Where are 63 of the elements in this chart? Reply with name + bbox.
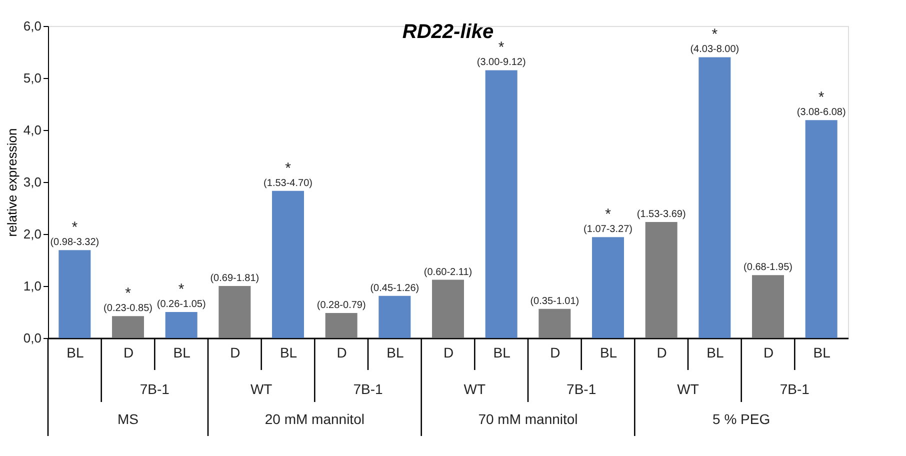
x-tick-label: BL bbox=[813, 344, 831, 360]
x-tick-label: BL bbox=[280, 344, 298, 360]
text: * (0.26-1.05) bbox=[156, 281, 206, 310]
text: * (1.07-3.27) bbox=[584, 206, 632, 236]
x-tick-label: D bbox=[336, 344, 347, 360]
bar bbox=[218, 286, 251, 338]
x-tick-label: D bbox=[230, 344, 240, 360]
text: MS bbox=[118, 411, 138, 427]
text: WT bbox=[677, 381, 700, 397]
bar bbox=[805, 120, 838, 338]
bar bbox=[752, 275, 784, 338]
y-tick-label: 5,0 bbox=[23, 70, 42, 86]
text: * (3.08-6.08) bbox=[796, 89, 846, 118]
text: 20 mM mannitol bbox=[264, 411, 364, 427]
y-axis-title: relative expression bbox=[4, 128, 20, 237]
bar bbox=[592, 237, 624, 338]
data-label: (0.60-2.11) bbox=[424, 266, 472, 278]
text: 7B-1 bbox=[140, 381, 170, 397]
bar bbox=[272, 190, 304, 338]
x-tick-label: BL bbox=[173, 344, 191, 360]
text: * (0.23-0.85) bbox=[104, 285, 152, 314]
x-tick-label: BL bbox=[493, 344, 511, 360]
bar bbox=[58, 250, 91, 338]
data-label: (0.68-1.95) bbox=[744, 262, 792, 274]
x-tick-label: D bbox=[123, 344, 134, 360]
text: 5 % PEG bbox=[712, 411, 770, 427]
y-tick-label: 2,0 bbox=[23, 226, 42, 242]
y-tick-label: 3,0 bbox=[23, 174, 42, 190]
bar bbox=[538, 308, 571, 338]
data-label: (0.45-1.26) bbox=[370, 282, 420, 294]
bar bbox=[112, 316, 144, 338]
bar bbox=[485, 70, 518, 338]
bar bbox=[378, 296, 411, 338]
text: WT bbox=[250, 381, 273, 397]
data-label: (0.28-0.79) bbox=[316, 300, 366, 312]
text: 70 mM mannitol bbox=[478, 411, 578, 427]
text: WT bbox=[464, 381, 486, 397]
bar bbox=[645, 222, 678, 338]
data-label: (0.35-1.01) bbox=[530, 296, 580, 307]
text: 7B-1 bbox=[566, 381, 596, 397]
x-tick-label: BL bbox=[706, 344, 724, 360]
text: * (0.98-3.32) bbox=[50, 219, 100, 248]
x-tick-label: BL bbox=[386, 344, 404, 360]
x-tick-label: D bbox=[656, 344, 667, 360]
data-label: (0.69-1.81) bbox=[210, 273, 260, 284]
y-tick-label: 0,0 bbox=[23, 330, 42, 346]
x-tick-label: BL bbox=[600, 344, 618, 360]
bar bbox=[432, 280, 464, 338]
text: 7B-1 bbox=[353, 381, 383, 397]
y-tick-label: 1,0 bbox=[23, 278, 42, 294]
text: * (4.03-8.00) bbox=[690, 26, 740, 56]
bar bbox=[698, 57, 731, 338]
x-tick-label: D bbox=[550, 344, 560, 360]
y-tick-label: 4,0 bbox=[23, 122, 42, 138]
text: 7B-1 bbox=[780, 381, 810, 397]
data-label: (1.53-3.69) bbox=[636, 209, 686, 220]
x-tick-label: D bbox=[763, 344, 774, 360]
bar bbox=[325, 313, 358, 338]
x-tick-label: BL bbox=[66, 344, 84, 360]
text: * (1.53-4.70) bbox=[264, 160, 312, 189]
y-tick-label: 6,0 bbox=[23, 18, 42, 34]
x-tick-label: D bbox=[443, 344, 454, 360]
bar bbox=[165, 312, 198, 338]
